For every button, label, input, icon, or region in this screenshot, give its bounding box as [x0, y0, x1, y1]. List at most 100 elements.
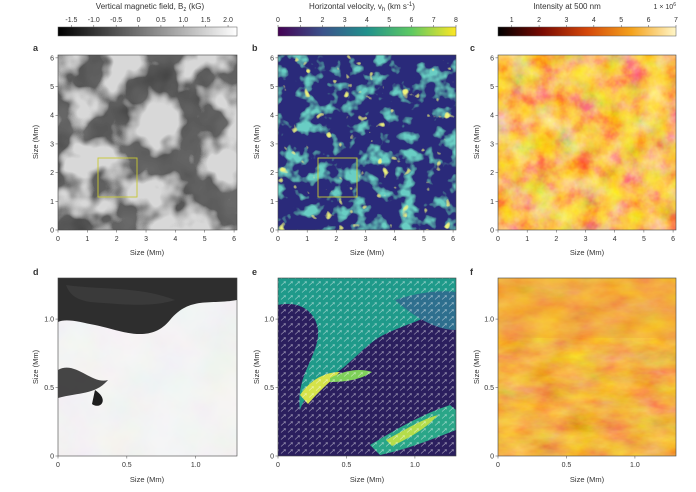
colorbar-tick-label: 1 [298, 17, 302, 24]
y-tick-label: 1.0 [484, 317, 494, 324]
x-tick-label: 6 [451, 236, 455, 243]
x-tick-label: 4 [613, 236, 617, 243]
colorbar-tick-label: 1 [510, 17, 514, 24]
x-tick-label: 1 [305, 236, 309, 243]
x-tick-label: 1 [85, 236, 89, 243]
panel-e-image [277, 277, 457, 457]
colorbar-c-multiplier: 1 × 106 [654, 2, 677, 11]
y-tick-label: 1.0 [44, 317, 54, 324]
colorbar-tick-label: 8 [454, 17, 458, 24]
colorbar-tick-label: 7 [674, 17, 678, 24]
y-tick-label: 5 [50, 84, 54, 91]
colorbar-tick-label: -0.5 [110, 17, 122, 24]
panel-c-image [497, 54, 677, 231]
x-tick-label: 4 [173, 236, 177, 243]
ylabel-d: Size (Mm) [31, 349, 40, 384]
y-tick-label: 0.5 [44, 385, 54, 392]
panel-letter-e: e [252, 267, 257, 277]
x-tick-label: 0 [496, 236, 500, 243]
xlabel-a: Size (Mm) [130, 248, 165, 257]
colorbar-a-bar [57, 26, 238, 37]
colorbar-tick-label: 6 [410, 17, 414, 24]
colorbar-tick-label: 5 [619, 17, 623, 24]
x-tick-label: 0 [276, 462, 280, 469]
colorbar-c: Intensity at 500 nm 1 × 106 1 2 3 4 5 6 7 [497, 2, 678, 37]
colorbar-tick-label: 1.5 [201, 17, 211, 24]
colorbar-tick-label: 2.0 [223, 17, 233, 24]
xlabel-c: Size (Mm) [570, 248, 605, 257]
colorbar-tick-label: 2 [537, 17, 541, 24]
y-tick-label: 4 [270, 113, 274, 120]
y-tick-label: 0 [50, 454, 54, 461]
panel-letter-f: f [470, 267, 474, 277]
x-tick-label: 3 [584, 236, 588, 243]
colorbar-tick-label: 3 [343, 17, 347, 24]
y-tick-label: 6 [270, 55, 274, 62]
y-tick-label: 0 [50, 228, 54, 235]
colorbar-tick-label: 0 [276, 17, 280, 24]
y-tick-label: 1 [270, 199, 274, 206]
y-tick-label: 0 [270, 228, 274, 235]
colorbar-b: Horizontal velocity, vh (km s-1) 0 1 2 3 4 5 6… [276, 2, 458, 37]
zoom-box-a [97, 157, 138, 198]
x-tick-label: 1.0 [410, 462, 420, 469]
x-tick-label: 0 [56, 236, 60, 243]
colorbar-c-bar [497, 26, 677, 37]
ylabel-e: Size (Mm) [252, 349, 261, 384]
x-tick-label: 6 [232, 236, 236, 243]
xlabel-b: Size (Mm) [350, 248, 385, 257]
x-tick-label: 4 [393, 236, 397, 243]
colorbar-tick-label: -1.0 [88, 17, 100, 24]
y-tick-label: 4 [50, 113, 54, 120]
y-tick-label: 5 [490, 84, 494, 91]
y-tick-label: 6 [50, 55, 54, 62]
x-tick-label: 0 [496, 462, 500, 469]
x-tick-label: 6 [671, 236, 675, 243]
colorbar-tick-label: 4 [592, 17, 596, 24]
x-tick-label: 0 [276, 236, 280, 243]
colorbar-tick-label: -1.5 [65, 17, 77, 24]
y-tick-label: 3 [490, 141, 494, 148]
panel-letter-b: b [252, 43, 258, 53]
y-tick-label: 1.0 [264, 317, 274, 324]
x-tick-label: 5 [203, 236, 207, 243]
colorbar-b-bar [277, 26, 457, 37]
colorbar-tick-label: 7 [432, 17, 436, 24]
x-tick-label: 5 [422, 236, 426, 243]
colorbar-b-title: Horizontal velocity, vh (km s-1) [309, 2, 415, 13]
x-tick-label: 0 [56, 462, 60, 469]
x-tick-label: 5 [642, 236, 646, 243]
y-tick-label: 0 [490, 228, 494, 235]
y-tick-label: 0.5 [484, 385, 494, 392]
x-tick-label: 3 [364, 236, 368, 243]
panel-letter-d: d [33, 267, 39, 277]
colorbar-tick-label: 2 [321, 17, 325, 24]
y-tick-label: 2 [490, 170, 494, 177]
ylabel-f: Size (Mm) [472, 349, 481, 384]
panel-letter-a: a [33, 43, 39, 53]
panel-d-image [57, 277, 238, 457]
panel-f-image [497, 277, 677, 457]
x-tick-label: 1.0 [191, 462, 201, 469]
colorbar-tick-label: 5 [387, 17, 391, 24]
y-tick-label: 1 [50, 199, 54, 206]
y-tick-label: 5 [270, 84, 274, 91]
colorbar-c-title: Intensity at 500 nm [533, 2, 601, 11]
panel-a-image [57, 54, 238, 231]
y-tick-label: 2 [50, 170, 54, 177]
xlabel-f: Size (Mm) [570, 475, 605, 484]
y-tick-label: 0.5 [264, 385, 274, 392]
x-tick-label: 1.0 [630, 462, 640, 469]
x-tick-label: 3 [144, 236, 148, 243]
panel-b-image [277, 54, 457, 231]
colorbar-tick-label: 0 [137, 17, 141, 24]
x-tick-label: 2 [334, 236, 338, 243]
colorbar-tick-label: 3 [565, 17, 569, 24]
colorbar-tick-label: 4 [365, 17, 369, 24]
colorbar-tick-label: 6 [647, 17, 651, 24]
y-tick-label: 4 [490, 113, 494, 120]
x-tick-label: 0.5 [342, 462, 352, 469]
ylabel-a: Size (Mm) [31, 124, 40, 159]
ylabel-b: Size (Mm) [252, 124, 261, 159]
